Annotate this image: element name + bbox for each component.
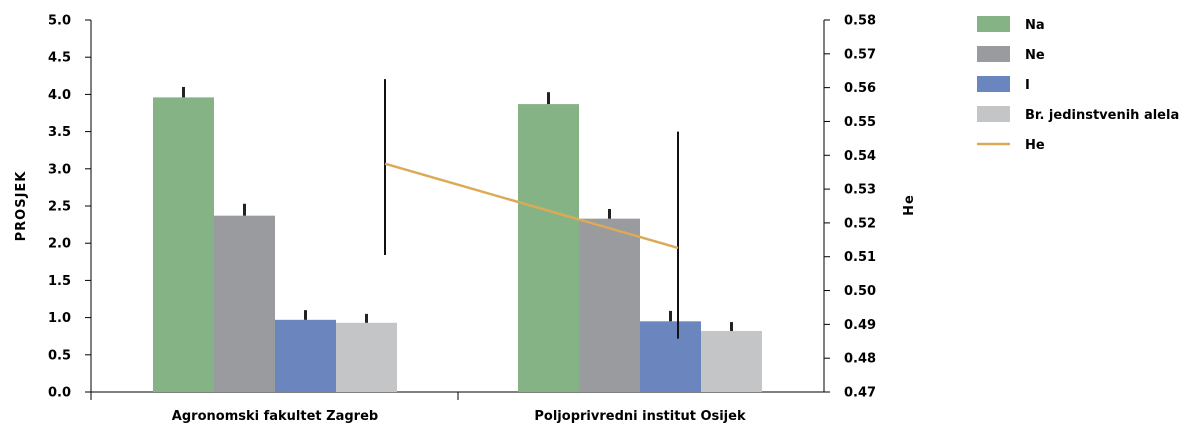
y2-tick-label: 0.52 [844, 216, 876, 231]
y-tick-label: 5.0 [48, 14, 71, 29]
y-tick-label: 3.0 [48, 162, 71, 177]
legend-label: He [1025, 138, 1045, 153]
legend-label: Ne [1025, 48, 1045, 63]
right-axis: 0.47 0.48 0.49 0.50 0.51 0.52 0.53 0.54 0.55 0.56… [823, 14, 876, 401]
legend-label: Br. jedinstvenih alela [1025, 108, 1179, 123]
legend-label: I [1025, 78, 1030, 93]
legend: Na Ne I Br. jedinstvenih alela He [977, 16, 1179, 153]
bar-i [640, 321, 701, 392]
y2-tick-label: 0.53 [844, 183, 876, 198]
y2-tick-label: 0.47 [844, 386, 876, 401]
y-tick-label: 4.0 [48, 88, 71, 103]
bar-i [275, 319, 336, 392]
category-labels: Agronomski fakultet Zagreb Poljoprivredni… [172, 409, 746, 424]
legend-swatch [977, 16, 1010, 32]
bars [153, 86, 762, 393]
y2-tick-label: 0.48 [844, 352, 876, 367]
y-tick-label: 2.0 [48, 237, 71, 252]
y-axis-title: PROSJEK [14, 171, 29, 242]
bar-ne [579, 218, 640, 392]
y-tick-label: 1.5 [48, 274, 71, 289]
legend-swatch [977, 106, 1010, 122]
bar-na [153, 97, 214, 392]
legend-swatch [977, 76, 1010, 92]
y-tick-label: 1.0 [48, 311, 71, 326]
he-line [384, 79, 679, 339]
bar-br-jedinstvenih-alela [701, 330, 762, 392]
bar-na [518, 104, 579, 393]
y-tick-label: 3.5 [48, 125, 71, 140]
y2-tick-label: 0.58 [844, 14, 876, 29]
legend-label: Na [1025, 18, 1045, 33]
category-label: Agronomski fakultet Zagreb [172, 409, 378, 424]
y-tick-label: 0.0 [48, 386, 71, 401]
y2-tick-label: 0.51 [844, 250, 876, 265]
y2-tick-label: 0.50 [844, 284, 876, 299]
y-tick-label: 2.5 [48, 200, 71, 215]
y-tick-label: 0.5 [48, 348, 71, 363]
y2-tick-label: 0.54 [844, 149, 876, 164]
y2-tick-label: 0.57 [844, 47, 876, 62]
y2-axis-title: He [902, 194, 917, 216]
he-series-line [384, 162, 679, 250]
bar-ne [214, 215, 275, 392]
y2-tick-label: 0.56 [844, 81, 876, 96]
legend-swatch [977, 46, 1010, 62]
category-label: Poljoprivredni institut Osijek [534, 409, 746, 424]
y2-tick-label: 0.55 [844, 115, 876, 130]
y2-tick-label: 0.49 [844, 318, 876, 333]
bar-br-jedinstvenih-alela [336, 322, 397, 392]
y-tick-label: 4.5 [48, 51, 71, 66]
left-axis: 0.0 0.5 1.0 1.5 2.0 2.5 3.0 3.5 4.0 4.5 5.0 [48, 14, 824, 401]
